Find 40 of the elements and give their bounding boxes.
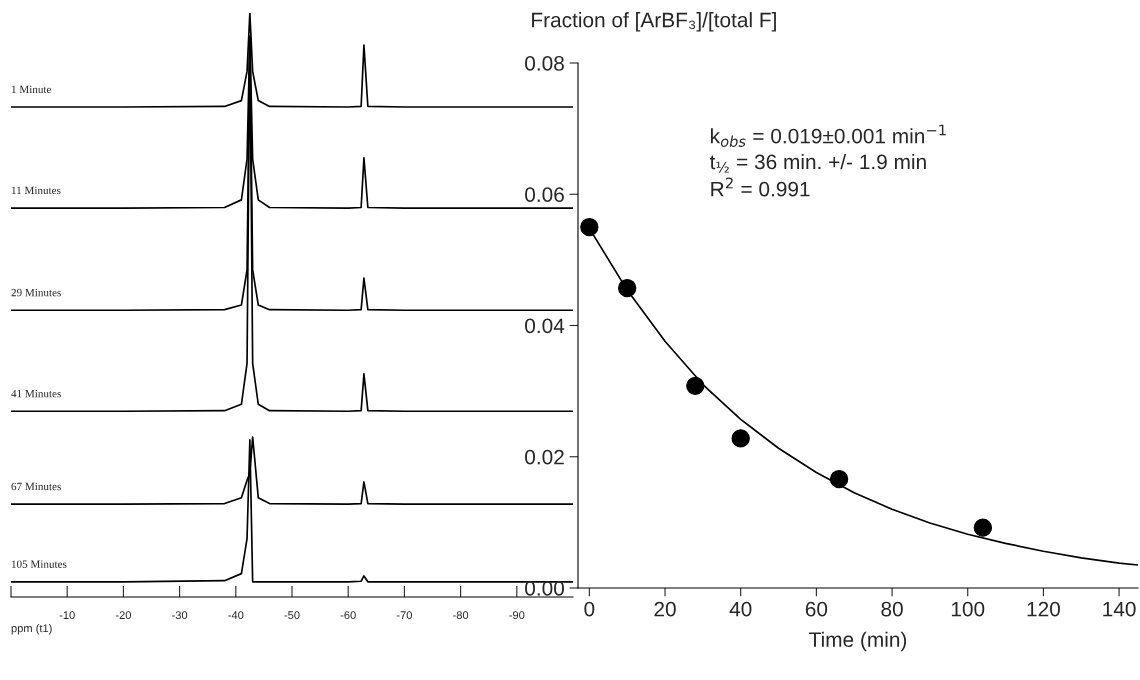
annotation: t$_{½}$ = 36 min. +/- 1.9 min <box>709 153 926 173</box>
x-tick-label: 140 <box>1103 601 1136 617</box>
x-tick-label: 40 <box>729 601 752 617</box>
x-tick-label: 100 <box>951 601 985 617</box>
point <box>973 518 993 537</box>
x-tick-label: 20 <box>654 601 676 617</box>
y-tick-label: 0.04 <box>525 318 565 334</box>
y-tick-label: 0.08 <box>525 56 564 71</box>
point <box>580 217 599 237</box>
annotation: R$^{2}$ = 0.991 <box>711 177 810 197</box>
x-tick-label: -80 <box>453 611 469 620</box>
x-tick-label: -70 <box>396 611 412 620</box>
y-tick-label: 0.00 <box>525 581 564 596</box>
series-label: 67 Minutes <box>11 482 61 491</box>
point <box>829 469 849 489</box>
point <box>686 376 705 396</box>
series-label: 11 Minutes <box>11 186 61 195</box>
x-tick-label: 0 <box>584 601 595 617</box>
x-tick-label: 120 <box>1027 601 1060 617</box>
x-axis-title: ppm (t1) <box>11 624 52 635</box>
x-axis-title: Time (min) <box>809 631 907 652</box>
series-label: 1 Minute <box>11 85 52 94</box>
y-axis-title: Fraction of [ArBF₃]/[total F] <box>532 12 776 32</box>
x-tick-label: -60 <box>340 611 356 620</box>
point <box>618 278 637 298</box>
series-label: 41 Minutes <box>11 389 61 398</box>
series-label: 29 Minutes <box>11 288 61 297</box>
series-label: 105 Minutes <box>11 560 67 568</box>
x-tick-label: -40 <box>228 611 244 620</box>
x-tick-label: -30 <box>172 611 188 620</box>
x-tick-label: -10 <box>59 611 75 620</box>
point <box>731 429 750 448</box>
y-tick-label: 0.02 <box>525 449 564 465</box>
x-tick-label: -50 <box>284 611 300 620</box>
x-tick-label: 80 <box>881 601 903 617</box>
annotation: k$_{obs}$ = 0.019±0.001 min$^{−1}$ <box>711 124 946 147</box>
y-tick-label: 0.06 <box>525 187 564 202</box>
x-tick-label: 60 <box>805 601 828 617</box>
x-tick-label: -90 <box>509 611 525 620</box>
x-tick-label: -20 <box>115 611 131 620</box>
